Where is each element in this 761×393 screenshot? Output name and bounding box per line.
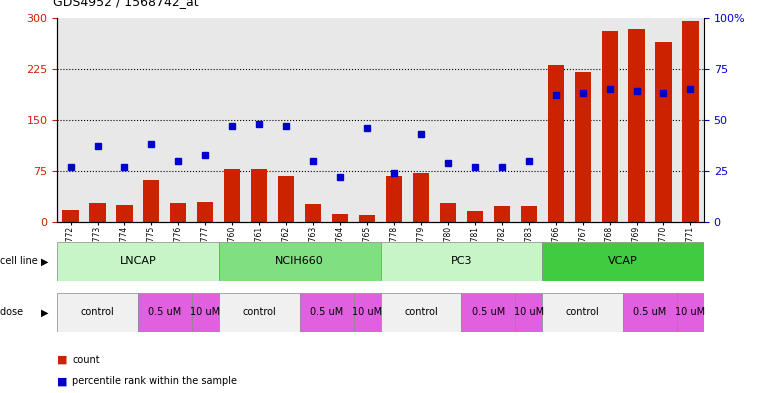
- Bar: [57, 242, 219, 281]
- Text: 10 uM: 10 uM: [190, 307, 221, 318]
- Text: control: control: [81, 307, 114, 318]
- Text: control: control: [404, 307, 438, 318]
- Bar: [380, 293, 461, 332]
- Bar: [461, 293, 515, 332]
- Bar: [386, 176, 402, 222]
- Bar: [219, 242, 380, 281]
- Bar: [305, 204, 321, 222]
- Text: 0.5 uM: 0.5 uM: [633, 307, 667, 318]
- Bar: [354, 293, 380, 332]
- Text: 0.5 uM: 0.5 uM: [310, 307, 343, 318]
- Bar: [575, 72, 591, 222]
- Bar: [192, 293, 219, 332]
- Text: 10 uM: 10 uM: [675, 307, 705, 318]
- Bar: [332, 214, 348, 222]
- Bar: [494, 206, 510, 222]
- Text: GDS4952 / 1568742_at: GDS4952 / 1568742_at: [53, 0, 199, 8]
- Bar: [601, 31, 618, 222]
- Bar: [116, 205, 132, 222]
- Bar: [278, 176, 295, 222]
- Bar: [359, 215, 375, 222]
- Bar: [677, 293, 704, 332]
- Text: cell line: cell line: [0, 256, 41, 266]
- Bar: [543, 242, 704, 281]
- Bar: [623, 293, 677, 332]
- Bar: [515, 293, 543, 332]
- Bar: [683, 21, 699, 222]
- Bar: [219, 293, 300, 332]
- Text: ▶: ▶: [41, 256, 49, 266]
- Text: 0.5 uM: 0.5 uM: [472, 307, 505, 318]
- Bar: [521, 206, 537, 222]
- Bar: [440, 203, 456, 222]
- Bar: [143, 180, 160, 222]
- Text: ▶: ▶: [41, 307, 49, 318]
- Text: 0.5 uM: 0.5 uM: [148, 307, 182, 318]
- Text: LNCAP: LNCAP: [119, 256, 156, 266]
- Text: count: count: [72, 354, 100, 365]
- Bar: [170, 203, 186, 222]
- Text: percentile rank within the sample: percentile rank within the sample: [72, 376, 237, 386]
- Bar: [412, 173, 429, 222]
- Bar: [251, 169, 267, 222]
- Bar: [548, 65, 564, 222]
- Text: 10 uM: 10 uM: [514, 307, 544, 318]
- Bar: [300, 293, 354, 332]
- Text: 10 uM: 10 uM: [352, 307, 382, 318]
- Bar: [90, 203, 106, 222]
- Bar: [224, 169, 240, 222]
- Text: NCIH660: NCIH660: [275, 256, 324, 266]
- Bar: [543, 293, 623, 332]
- Bar: [138, 293, 192, 332]
- Bar: [655, 42, 672, 222]
- Bar: [466, 211, 483, 222]
- Text: PC3: PC3: [451, 256, 472, 266]
- Bar: [380, 242, 542, 281]
- Bar: [57, 293, 138, 332]
- Bar: [62, 210, 78, 222]
- Text: ■: ■: [57, 354, 68, 365]
- Text: ■: ■: [57, 376, 68, 386]
- Text: VCAP: VCAP: [608, 256, 638, 266]
- Text: control: control: [565, 307, 600, 318]
- Bar: [629, 29, 645, 222]
- Bar: [197, 202, 213, 222]
- Text: control: control: [242, 307, 276, 318]
- Text: dose: dose: [0, 307, 26, 318]
